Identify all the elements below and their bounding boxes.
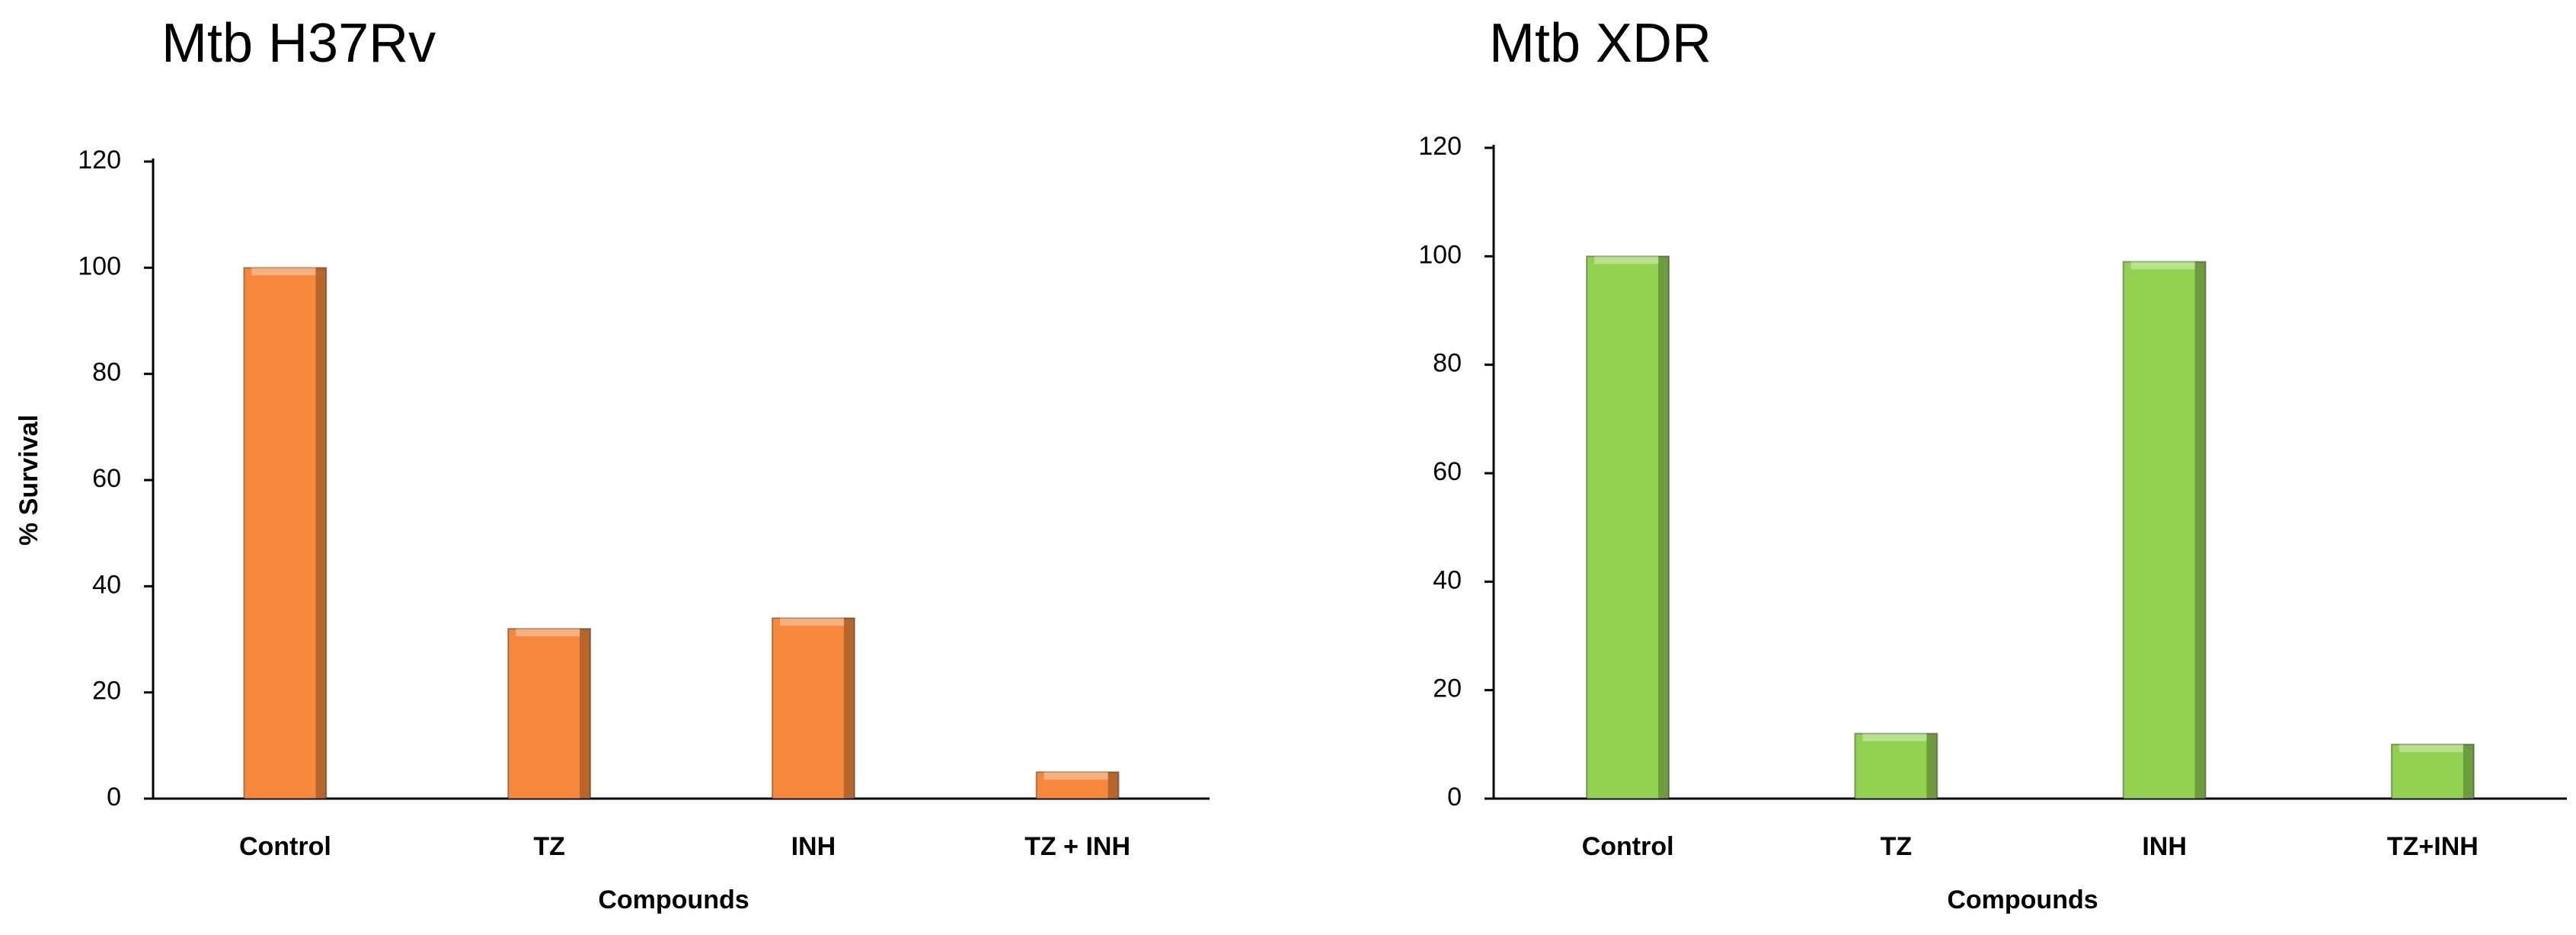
bar-shade (1658, 256, 1670, 799)
bar (1586, 255, 1670, 800)
y-tick-label: 120 (78, 146, 121, 175)
chart-title: Mtb XDR (1489, 13, 1711, 74)
x-tick-label: Control (239, 832, 331, 861)
y-tick-label: 0 (107, 783, 121, 812)
x-tick-label: TZ (1881, 832, 1913, 861)
bar-shade (580, 629, 591, 799)
bar-shade (2463, 744, 2474, 799)
bar-shade (1926, 733, 1938, 799)
bar-shade (843, 618, 855, 799)
bar (2390, 743, 2475, 799)
bar-highlight (779, 618, 844, 626)
bar-highlight (1594, 256, 1659, 264)
x-tick-label: TZ (533, 832, 565, 861)
bar-highlight (1044, 772, 1108, 780)
bar-highlight (2130, 261, 2195, 270)
x-tick-label: TZ+INH (2387, 832, 2479, 861)
bar (1035, 771, 1120, 800)
y-tick-label: 100 (1418, 240, 1462, 269)
y-tick-label: 100 (78, 251, 121, 280)
y-axis-title: % Survival (14, 415, 43, 546)
y-tick-label: 80 (92, 358, 121, 387)
x-tick-label: Control (1582, 832, 1674, 861)
x-axis-title: Compounds (598, 885, 749, 914)
y-tick-label: 60 (92, 464, 121, 493)
bar (1854, 732, 1938, 799)
bar-highlight (516, 629, 580, 637)
y-tick-label: 0 (1447, 783, 1462, 812)
bar-shade (315, 267, 327, 799)
x-tick-label: TZ + INH (1024, 832, 1130, 861)
bar (243, 267, 328, 800)
x-axis-title: Compounds (1947, 885, 2098, 914)
y-tick-label: 20 (92, 677, 121, 706)
x-tick-label: INH (791, 832, 836, 861)
bar-shade (1107, 772, 1119, 799)
y-tick-label: 20 (1433, 674, 1462, 703)
bar-shade (2194, 261, 2206, 799)
y-tick-label: 80 (1433, 349, 1462, 378)
x-tick-label: INH (2142, 832, 2187, 861)
bar (507, 628, 592, 799)
bar-highlight (1862, 733, 1927, 741)
y-tick-label: 40 (1433, 565, 1462, 594)
y-tick-label: 40 (92, 570, 121, 599)
bar (771, 617, 855, 800)
bar (2122, 261, 2207, 799)
y-tick-label: 120 (1418, 132, 1462, 161)
y-tick-label: 60 (1433, 457, 1462, 486)
chart-title: Mtb H37Rv (161, 13, 436, 74)
bar-highlight (2399, 744, 2463, 752)
bar-highlight (251, 267, 316, 276)
